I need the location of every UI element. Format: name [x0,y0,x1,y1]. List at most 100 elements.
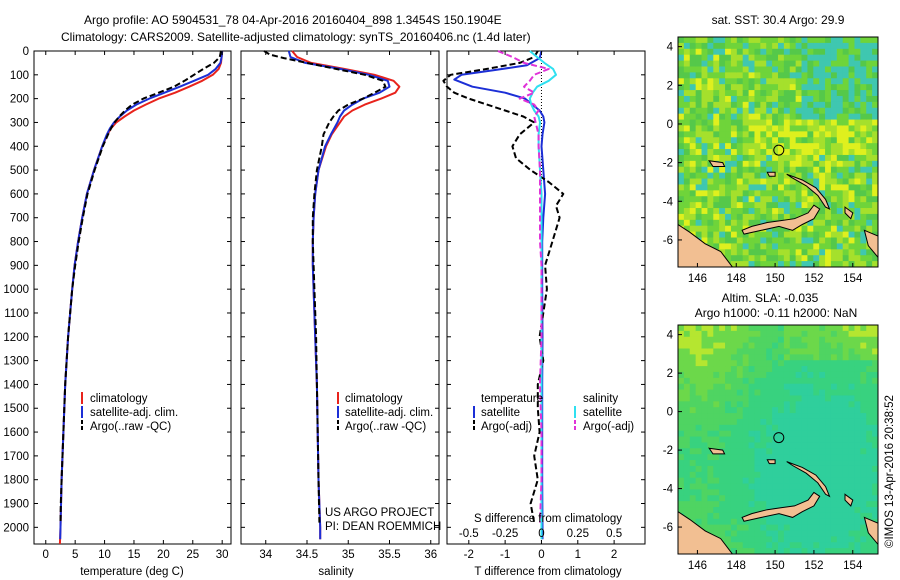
heatmap-cell [701,231,709,239]
heatmap-cell [695,348,703,355]
heatmap-cell [801,460,809,467]
heatmap-cell [819,536,826,543]
heatmap-cell [742,113,750,121]
heatmap-cell [807,160,814,168]
heatmap-cell [695,401,703,408]
heatmap-cell [801,407,809,414]
heatmap-cell [713,78,720,85]
heatmap-cell [725,237,732,245]
heatmap-cell [789,465,797,473]
heatmap-cell [825,471,832,479]
heatmap-cell [819,137,826,144]
heatmap-cell [678,325,685,332]
heatmap-cell [719,401,726,408]
heatmap-cell [760,249,767,256]
heatmap-cell [789,66,797,73]
heatmap-cell [830,213,838,221]
heatmap-cell [701,489,709,496]
heatmap-cell [783,137,791,144]
heatmap-cell [725,483,732,491]
heatmap-cell [730,413,738,420]
heatmap-cell [801,336,809,344]
heatmap-cell [707,454,714,461]
heatmap-cell [778,524,785,532]
heatmap-cell [695,424,703,432]
land-polygon [786,461,831,498]
heatmap-cell [713,501,720,508]
heatmap-cell [795,255,803,262]
heatmap-cell [695,471,703,479]
heatmap-cell [813,37,820,44]
heatmap-cell [748,66,756,73]
heatmap-cell [695,166,703,174]
heatmap-cell [695,448,703,455]
heatmap-cell [825,154,832,162]
heatmap-cell [766,202,773,209]
heatmap-cell [678,160,685,168]
heatmap-cell [707,366,714,373]
heatmap-cell [683,178,691,186]
heatmap-cell [736,143,744,150]
heatmap-cell [813,178,820,186]
heatmap-cell [730,330,738,338]
heatmap-cell [772,536,779,543]
heatmap-cell [760,495,767,502]
heatmap-cell [742,465,750,473]
heatmap-cell [754,366,761,373]
heatmap-cell [772,78,779,85]
heatmap-cell [836,454,844,461]
heatmap-cell [825,255,832,262]
figure-title-line2: Climatology: CARS2009. Satellite-adjuste… [61,30,531,44]
heatmap-cell [736,354,744,361]
heatmap-cell [872,202,878,209]
heatmap-cell [689,137,697,144]
heatmap-cell [801,237,809,245]
heatmap-cell [789,160,797,168]
heatmap-cell [795,325,803,332]
heatmap-cell [748,101,756,109]
heatmap-cell [695,101,703,109]
heatmap-cell [807,101,814,109]
heatmap-cell [783,243,791,250]
heatmap-cell [766,160,773,168]
heatmap-cell [730,54,738,62]
heatmap-cell [736,131,744,138]
heatmap-cell [872,190,878,197]
heatmap-cell [678,360,685,367]
heatmap-cell [707,113,714,121]
heatmap-cell [719,249,726,256]
heatmap-cell [719,60,726,68]
temperature-legend-climatology-label: climatology [90,393,148,405]
heatmap-cell [754,536,761,543]
heatmap-cell [778,154,785,162]
heatmap-cell [719,219,726,227]
heatmap-cell [842,196,850,203]
heatmap-cell [830,101,838,109]
heatmap-cell [748,125,756,132]
heatmap-cell [789,213,797,221]
heatmap-cell [807,78,814,85]
heatmap-cell [778,418,785,426]
heatmap-cell [778,354,785,361]
heatmap-cell [848,418,856,426]
heatmap-cell [707,512,714,520]
heatmap-cell [713,366,720,373]
heatmap-cell [742,471,750,479]
heatmap-cell [848,219,856,227]
heatmap-cell [830,418,838,426]
heatmap-cell [795,366,803,373]
heatmap-cell [783,489,791,496]
heatmap-cell [742,407,750,414]
heatmap-cell [860,213,867,221]
heatmap-cell [719,143,726,150]
heatmap-cell [866,330,873,338]
heatmap-cell [783,249,791,256]
heatmap-cell [713,407,720,414]
heatmap-cell [807,149,814,156]
heatmap-cell [842,454,850,461]
heatmap-cell [783,442,791,449]
heatmap-cell [713,84,720,91]
sst-heatmap-cells [678,37,878,267]
heatmap-cell [872,261,878,267]
heatmap-cell [795,495,803,502]
